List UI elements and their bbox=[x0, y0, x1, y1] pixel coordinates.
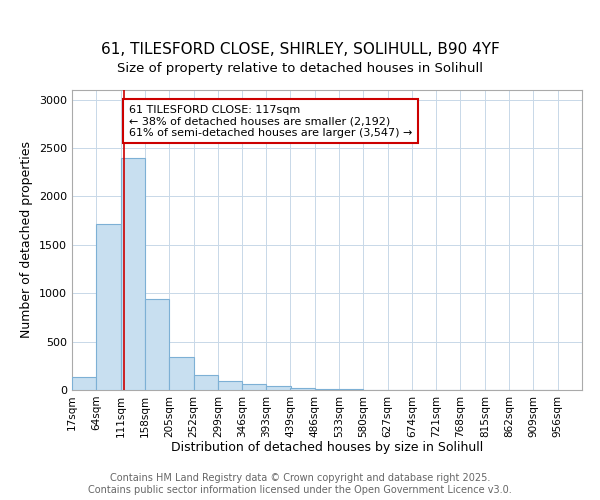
Bar bbox=[242, 384, 266, 390]
Bar bbox=[72, 378, 97, 390]
Bar bbox=[218, 382, 242, 390]
X-axis label: Distribution of detached houses by size in Solihull: Distribution of detached houses by size … bbox=[171, 441, 483, 454]
Bar bbox=[145, 299, 169, 390]
Bar bbox=[339, 389, 363, 390]
Bar bbox=[194, 375, 218, 390]
Bar bbox=[121, 158, 145, 390]
Text: 61 TILESFORD CLOSE: 117sqm
← 38% of detached houses are smaller (2,192)
61% of s: 61 TILESFORD CLOSE: 117sqm ← 38% of deta… bbox=[129, 104, 412, 138]
Text: Contains HM Land Registry data © Crown copyright and database right 2025.
Contai: Contains HM Land Registry data © Crown c… bbox=[88, 474, 512, 495]
Y-axis label: Number of detached properties: Number of detached properties bbox=[20, 142, 34, 338]
Bar bbox=[169, 356, 194, 390]
Text: Size of property relative to detached houses in Solihull: Size of property relative to detached ho… bbox=[117, 62, 483, 75]
Bar bbox=[290, 388, 314, 390]
Text: 61, TILESFORD CLOSE, SHIRLEY, SOLIHULL, B90 4YF: 61, TILESFORD CLOSE, SHIRLEY, SOLIHULL, … bbox=[101, 42, 499, 58]
Bar bbox=[97, 224, 121, 390]
Bar bbox=[266, 386, 291, 390]
Bar bbox=[314, 389, 339, 390]
